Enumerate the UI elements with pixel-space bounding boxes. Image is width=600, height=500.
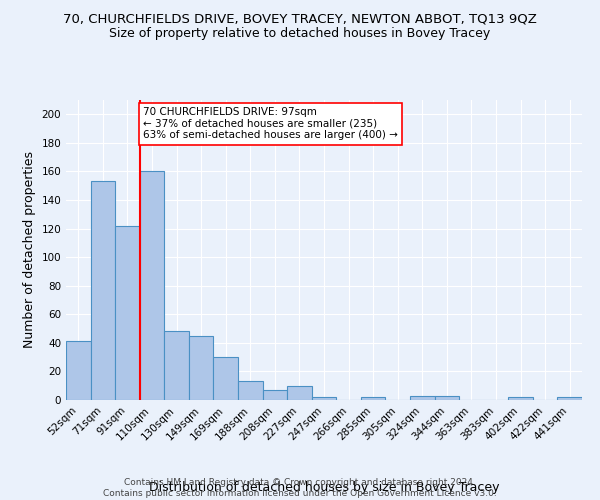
Bar <box>214 357 238 400</box>
Text: Size of property relative to detached houses in Bovey Tracey: Size of property relative to detached ho… <box>109 28 491 40</box>
X-axis label: Distribution of detached houses by size in Bovey Tracey: Distribution of detached houses by size … <box>149 480 499 494</box>
Bar <box>312 397 336 400</box>
Bar <box>557 397 582 400</box>
Bar <box>361 397 385 400</box>
Y-axis label: Number of detached properties: Number of detached properties <box>23 152 36 348</box>
Bar <box>189 336 214 400</box>
Bar <box>91 182 115 400</box>
Text: Contains HM Land Registry data © Crown copyright and database right 2024.
Contai: Contains HM Land Registry data © Crown c… <box>103 478 497 498</box>
Bar <box>287 386 312 400</box>
Text: 70 CHURCHFIELDS DRIVE: 97sqm
← 37% of detached houses are smaller (235)
63% of s: 70 CHURCHFIELDS DRIVE: 97sqm ← 37% of de… <box>143 107 398 140</box>
Text: 70, CHURCHFIELDS DRIVE, BOVEY TRACEY, NEWTON ABBOT, TQ13 9QZ: 70, CHURCHFIELDS DRIVE, BOVEY TRACEY, NE… <box>63 12 537 26</box>
Bar <box>66 342 91 400</box>
Bar <box>164 332 189 400</box>
Bar <box>115 226 140 400</box>
Bar <box>140 172 164 400</box>
Bar <box>238 382 263 400</box>
Bar <box>508 397 533 400</box>
Bar <box>410 396 434 400</box>
Bar <box>434 396 459 400</box>
Bar <box>263 390 287 400</box>
